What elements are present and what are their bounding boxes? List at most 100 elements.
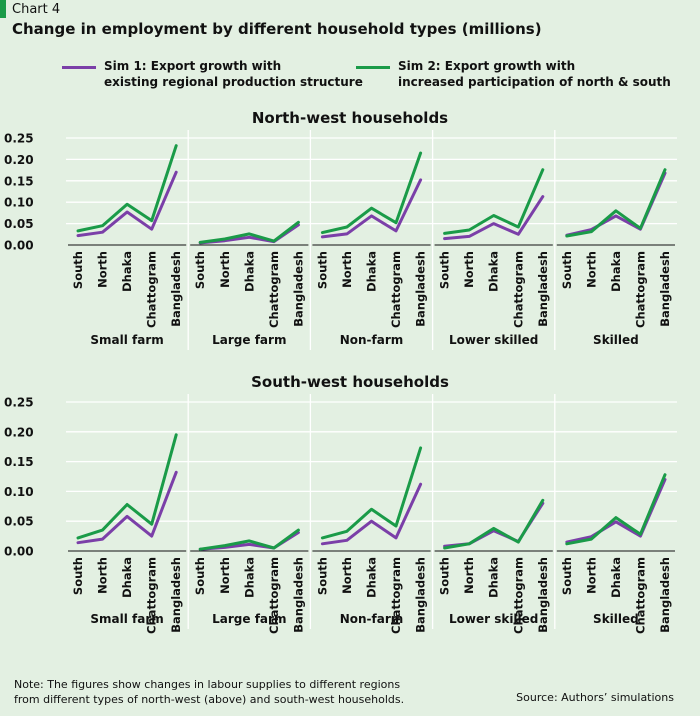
- x-tick-label: South: [560, 251, 574, 289]
- legend-swatch-sim1: [62, 66, 96, 69]
- x-tick-label: Dhaka: [242, 251, 256, 292]
- x-tick-label: South: [438, 557, 452, 595]
- series-line-sim1: [320, 178, 423, 239]
- y-tick-label: 0.25: [4, 396, 34, 410]
- x-tick-label: North: [584, 251, 598, 288]
- x-tick-label: Dhaka: [609, 251, 623, 292]
- x-tick-label: South: [315, 557, 329, 595]
- x-tick-label: Chattogram: [389, 251, 403, 328]
- x-tick-label: Dhaka: [365, 557, 379, 598]
- y-tick-label: 0.20: [4, 153, 34, 167]
- series-line-sim1: [76, 170, 178, 238]
- x-tick-label: Bangladesh: [414, 557, 428, 633]
- x-tick-label: North: [462, 557, 476, 594]
- x-tick-label: North: [340, 557, 354, 594]
- legend-label-sim2-line2: increased participation of north & south: [398, 75, 671, 89]
- legend-swatch-sim2: [356, 66, 390, 69]
- panel-label: Lower skilled: [449, 612, 538, 626]
- x-tick-label: Chattogram: [633, 251, 647, 328]
- section-title-0: North-west households: [252, 109, 448, 127]
- panel-label: Non-farm: [340, 612, 404, 626]
- x-tick-label: Dhaka: [120, 251, 134, 292]
- x-tick-label: Chattogram: [145, 251, 159, 328]
- x-tick-label: Bangladesh: [536, 251, 550, 327]
- y-tick-label: 0.00: [4, 545, 34, 559]
- x-tick-label: Chattogram: [145, 557, 159, 634]
- x-tick-label: Dhaka: [487, 251, 501, 292]
- panel-label: Lower skilled: [449, 333, 538, 347]
- series-line-sim2: [320, 151, 423, 235]
- y-tick-label: 0.10: [4, 196, 34, 210]
- x-tick-label: South: [71, 557, 85, 595]
- x-tick-label: Dhaka: [365, 251, 379, 292]
- x-tick-label: North: [218, 251, 232, 288]
- series-line-sim2: [443, 498, 545, 550]
- y-tick-label: 0.20: [4, 425, 34, 439]
- x-tick-label: North: [340, 251, 354, 288]
- y-tick-label: 0.15: [4, 174, 34, 188]
- legend-item-sim1: Sim 1: Export growth with existing regio…: [62, 58, 363, 90]
- x-tick-label: Dhaka: [487, 557, 501, 598]
- y-tick-label: 0.25: [4, 132, 34, 146]
- legend-label-sim1-line1: Sim 1: Export growth with: [104, 59, 282, 73]
- series-line-sim2: [443, 168, 545, 235]
- panel-label: Small farm: [90, 612, 163, 626]
- chart-title: Change in employment by different househ…: [12, 20, 542, 38]
- series-line-sim1: [320, 482, 423, 546]
- panel-label: Skilled: [593, 333, 639, 347]
- series-line-sim2: [565, 473, 667, 546]
- y-tick-label: 0.05: [4, 217, 34, 231]
- series-line-sim2: [76, 144, 178, 233]
- y-tick-label: 0.10: [4, 485, 34, 499]
- x-tick-label: North: [462, 251, 476, 288]
- x-tick-label: Dhaka: [242, 557, 256, 598]
- x-tick-label: Bangladesh: [658, 251, 672, 327]
- series-line-sim2: [320, 446, 423, 540]
- series-line-sim1: [443, 195, 545, 241]
- series-line-sim2: [198, 528, 300, 551]
- x-tick-label: Bangladesh: [536, 557, 550, 633]
- x-tick-label: Bangladesh: [169, 251, 183, 327]
- legend-label-sim2-line1: Sim 2: Export growth with: [398, 59, 576, 73]
- panel-label: Small farm: [90, 333, 163, 347]
- x-tick-label: South: [193, 557, 207, 595]
- source-credit: Source: Authors’ simulations: [516, 691, 674, 704]
- accent-bar: [0, 0, 6, 18]
- series-line-sim2: [198, 220, 300, 244]
- x-tick-label: South: [193, 251, 207, 289]
- x-tick-label: Bangladesh: [291, 251, 305, 327]
- x-tick-label: South: [438, 251, 452, 289]
- section-title-1: South-west households: [251, 373, 449, 391]
- series-line-sim1: [76, 470, 178, 545]
- panel-label: Large farm: [212, 612, 286, 626]
- x-tick-label: Chattogram: [633, 557, 647, 634]
- x-tick-label: South: [560, 557, 574, 595]
- x-tick-label: Chattogram: [389, 557, 403, 634]
- series-line-sim2: [565, 168, 667, 238]
- x-tick-label: North: [96, 557, 110, 594]
- x-tick-label: South: [71, 251, 85, 289]
- panel-label: Skilled: [593, 612, 639, 626]
- panel-label: Non-farm: [340, 333, 404, 347]
- x-tick-label: Chattogram: [511, 557, 525, 634]
- legend-text-sim2: Sim 2: Export growth with increased part…: [398, 58, 671, 90]
- chart-number: Chart 4: [12, 2, 61, 17]
- footnote: Note: The figures show changes in labour…: [14, 678, 405, 706]
- legend-item-sim2: Sim 2: Export growth with increased part…: [356, 58, 671, 90]
- x-tick-label: Chattogram: [267, 251, 281, 328]
- legend-label-sim1-line2: existing regional production structure: [104, 75, 363, 89]
- x-tick-label: Bangladesh: [169, 557, 183, 633]
- y-tick-label: 0.15: [4, 455, 34, 469]
- panel-label: Large farm: [212, 333, 286, 347]
- x-tick-label: Chattogram: [511, 251, 525, 328]
- series-line-sim2: [76, 433, 178, 540]
- x-tick-label: Dhaka: [609, 557, 623, 598]
- x-tick-label: Bangladesh: [658, 557, 672, 633]
- x-tick-label: Bangladesh: [291, 557, 305, 633]
- y-tick-label: 0.00: [4, 239, 34, 253]
- x-tick-label: North: [96, 251, 110, 288]
- x-tick-label: North: [218, 557, 232, 594]
- x-tick-label: Dhaka: [120, 557, 134, 598]
- x-tick-label: South: [315, 251, 329, 289]
